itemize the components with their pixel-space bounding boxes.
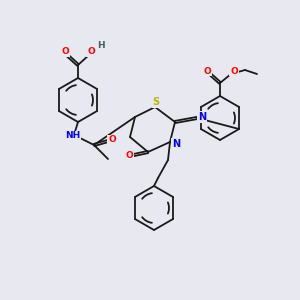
Text: O: O — [203, 67, 211, 76]
Text: S: S — [152, 97, 160, 107]
Text: NH: NH — [65, 131, 81, 140]
Text: O: O — [125, 152, 133, 160]
Text: N: N — [172, 139, 180, 149]
Text: H: H — [97, 40, 105, 50]
Text: O: O — [230, 67, 238, 76]
Text: O: O — [61, 47, 69, 56]
Text: O: O — [108, 136, 116, 145]
Text: N: N — [198, 112, 206, 122]
Text: O: O — [87, 47, 95, 56]
